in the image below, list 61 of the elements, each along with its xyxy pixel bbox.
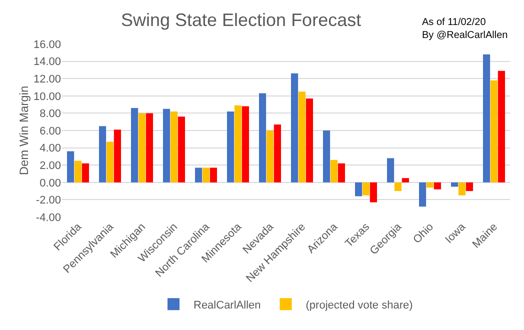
bar (434, 182, 442, 190)
y-tick-label: 10.00 (33, 90, 61, 103)
legend-label: RealCarlAllen (194, 299, 261, 312)
bar (146, 113, 154, 182)
bar (370, 182, 378, 202)
bar (74, 160, 82, 182)
y-tick-label: 8.00 (40, 108, 61, 120)
bar (266, 130, 274, 182)
bar (402, 178, 410, 182)
bar (178, 116, 186, 182)
y-tick-label: 4.00 (40, 142, 61, 155)
bar (338, 163, 346, 182)
bar (66, 151, 74, 182)
y-tick-label: 14.00 (33, 56, 61, 68)
bar (482, 54, 490, 182)
y-tick-label: 12.00 (33, 73, 61, 86)
bar (194, 168, 202, 182)
bar (226, 111, 234, 182)
y-tick-label: 6.00 (40, 125, 61, 138)
bar (274, 124, 282, 182)
bar (386, 158, 394, 182)
bar (170, 111, 178, 182)
y-tick-label: -4.00 (36, 212, 61, 224)
bar (98, 126, 106, 182)
x-tick-label: Iowa (443, 220, 469, 246)
bar (322, 130, 330, 182)
bar (138, 113, 146, 182)
bar (234, 105, 242, 182)
bar (330, 160, 338, 182)
y-axis-title: Dem Win Margin (17, 86, 31, 176)
bar (298, 92, 306, 182)
bar (210, 168, 218, 182)
bar (242, 106, 250, 182)
text: As of 11/02/20 (422, 17, 486, 28)
bar (490, 80, 498, 182)
legend-label: (projected vote share) (306, 299, 413, 312)
bar (162, 108, 170, 182)
text: By @RealCarlAllen (422, 30, 508, 41)
bar (114, 130, 122, 182)
bar (130, 108, 138, 182)
chart-title: Swing State Election Forecast (120, 10, 362, 30)
bar (354, 182, 362, 196)
bar (426, 182, 434, 188)
bar (258, 93, 266, 182)
x-tick-label: Ohio (411, 221, 436, 246)
bar (466, 182, 474, 192)
bar (394, 182, 402, 192)
bar (458, 182, 466, 196)
bar (106, 142, 114, 182)
y-tick-label: -2.00 (36, 194, 61, 207)
y-tick-label: 0.00 (40, 177, 61, 190)
bar (362, 182, 370, 196)
bar (290, 73, 298, 182)
y-tick-label: 16.00 (33, 38, 61, 51)
bar (450, 182, 458, 187)
bar (418, 182, 426, 207)
bar (82, 163, 90, 182)
bar (498, 70, 506, 182)
bar (202, 168, 210, 182)
y-tick-label: 2.00 (40, 160, 61, 172)
bar (306, 98, 314, 182)
